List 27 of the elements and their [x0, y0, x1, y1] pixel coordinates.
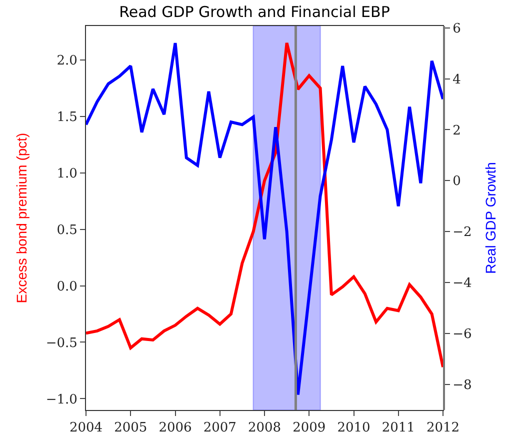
y2-tick-label: −2 — [452, 225, 472, 240]
y2-tick-label: 6 — [452, 21, 461, 36]
y-tick-label: 1.5 — [56, 110, 78, 125]
y-axis-title: Excess bond premium (pct) — [13, 132, 30, 304]
x-tick-label: 2011 — [382, 420, 415, 436]
y2-tick-label: 2 — [452, 123, 461, 138]
y-tick-label: 0.5 — [56, 222, 78, 238]
x-tick-label: 2006 — [158, 420, 192, 436]
y-tick-label: −0.5 — [46, 336, 78, 351]
x-tick-label: 2008 — [248, 420, 282, 436]
x-tick-label: 2005 — [114, 420, 148, 436]
y2-tick-label: 0 — [452, 174, 461, 190]
y2-tick-label: −8 — [452, 378, 472, 394]
y-tick-label: 0.0 — [56, 279, 78, 294]
y-tick-label: −1.0 — [46, 392, 78, 408]
y-tick-label: 2.0 — [56, 53, 78, 68]
y2-tick-label: 4 — [452, 72, 461, 88]
y-tick-label: 1.0 — [56, 166, 78, 182]
y2-axis-title: Real GDP Growth — [482, 162, 499, 274]
x-tick-label: 2009 — [292, 420, 326, 436]
x-tick-label: 2010 — [337, 420, 370, 436]
x-tick-label: 2004 — [69, 420, 103, 436]
y2-tick-label: −6 — [452, 327, 472, 342]
chart-title: Read GDP Growth and Financial EBP — [119, 3, 390, 22]
y2-tick-label: −4 — [452, 276, 472, 292]
x-tick-label: 2007 — [203, 420, 236, 436]
x-tick-label: 2012 — [426, 420, 460, 436]
